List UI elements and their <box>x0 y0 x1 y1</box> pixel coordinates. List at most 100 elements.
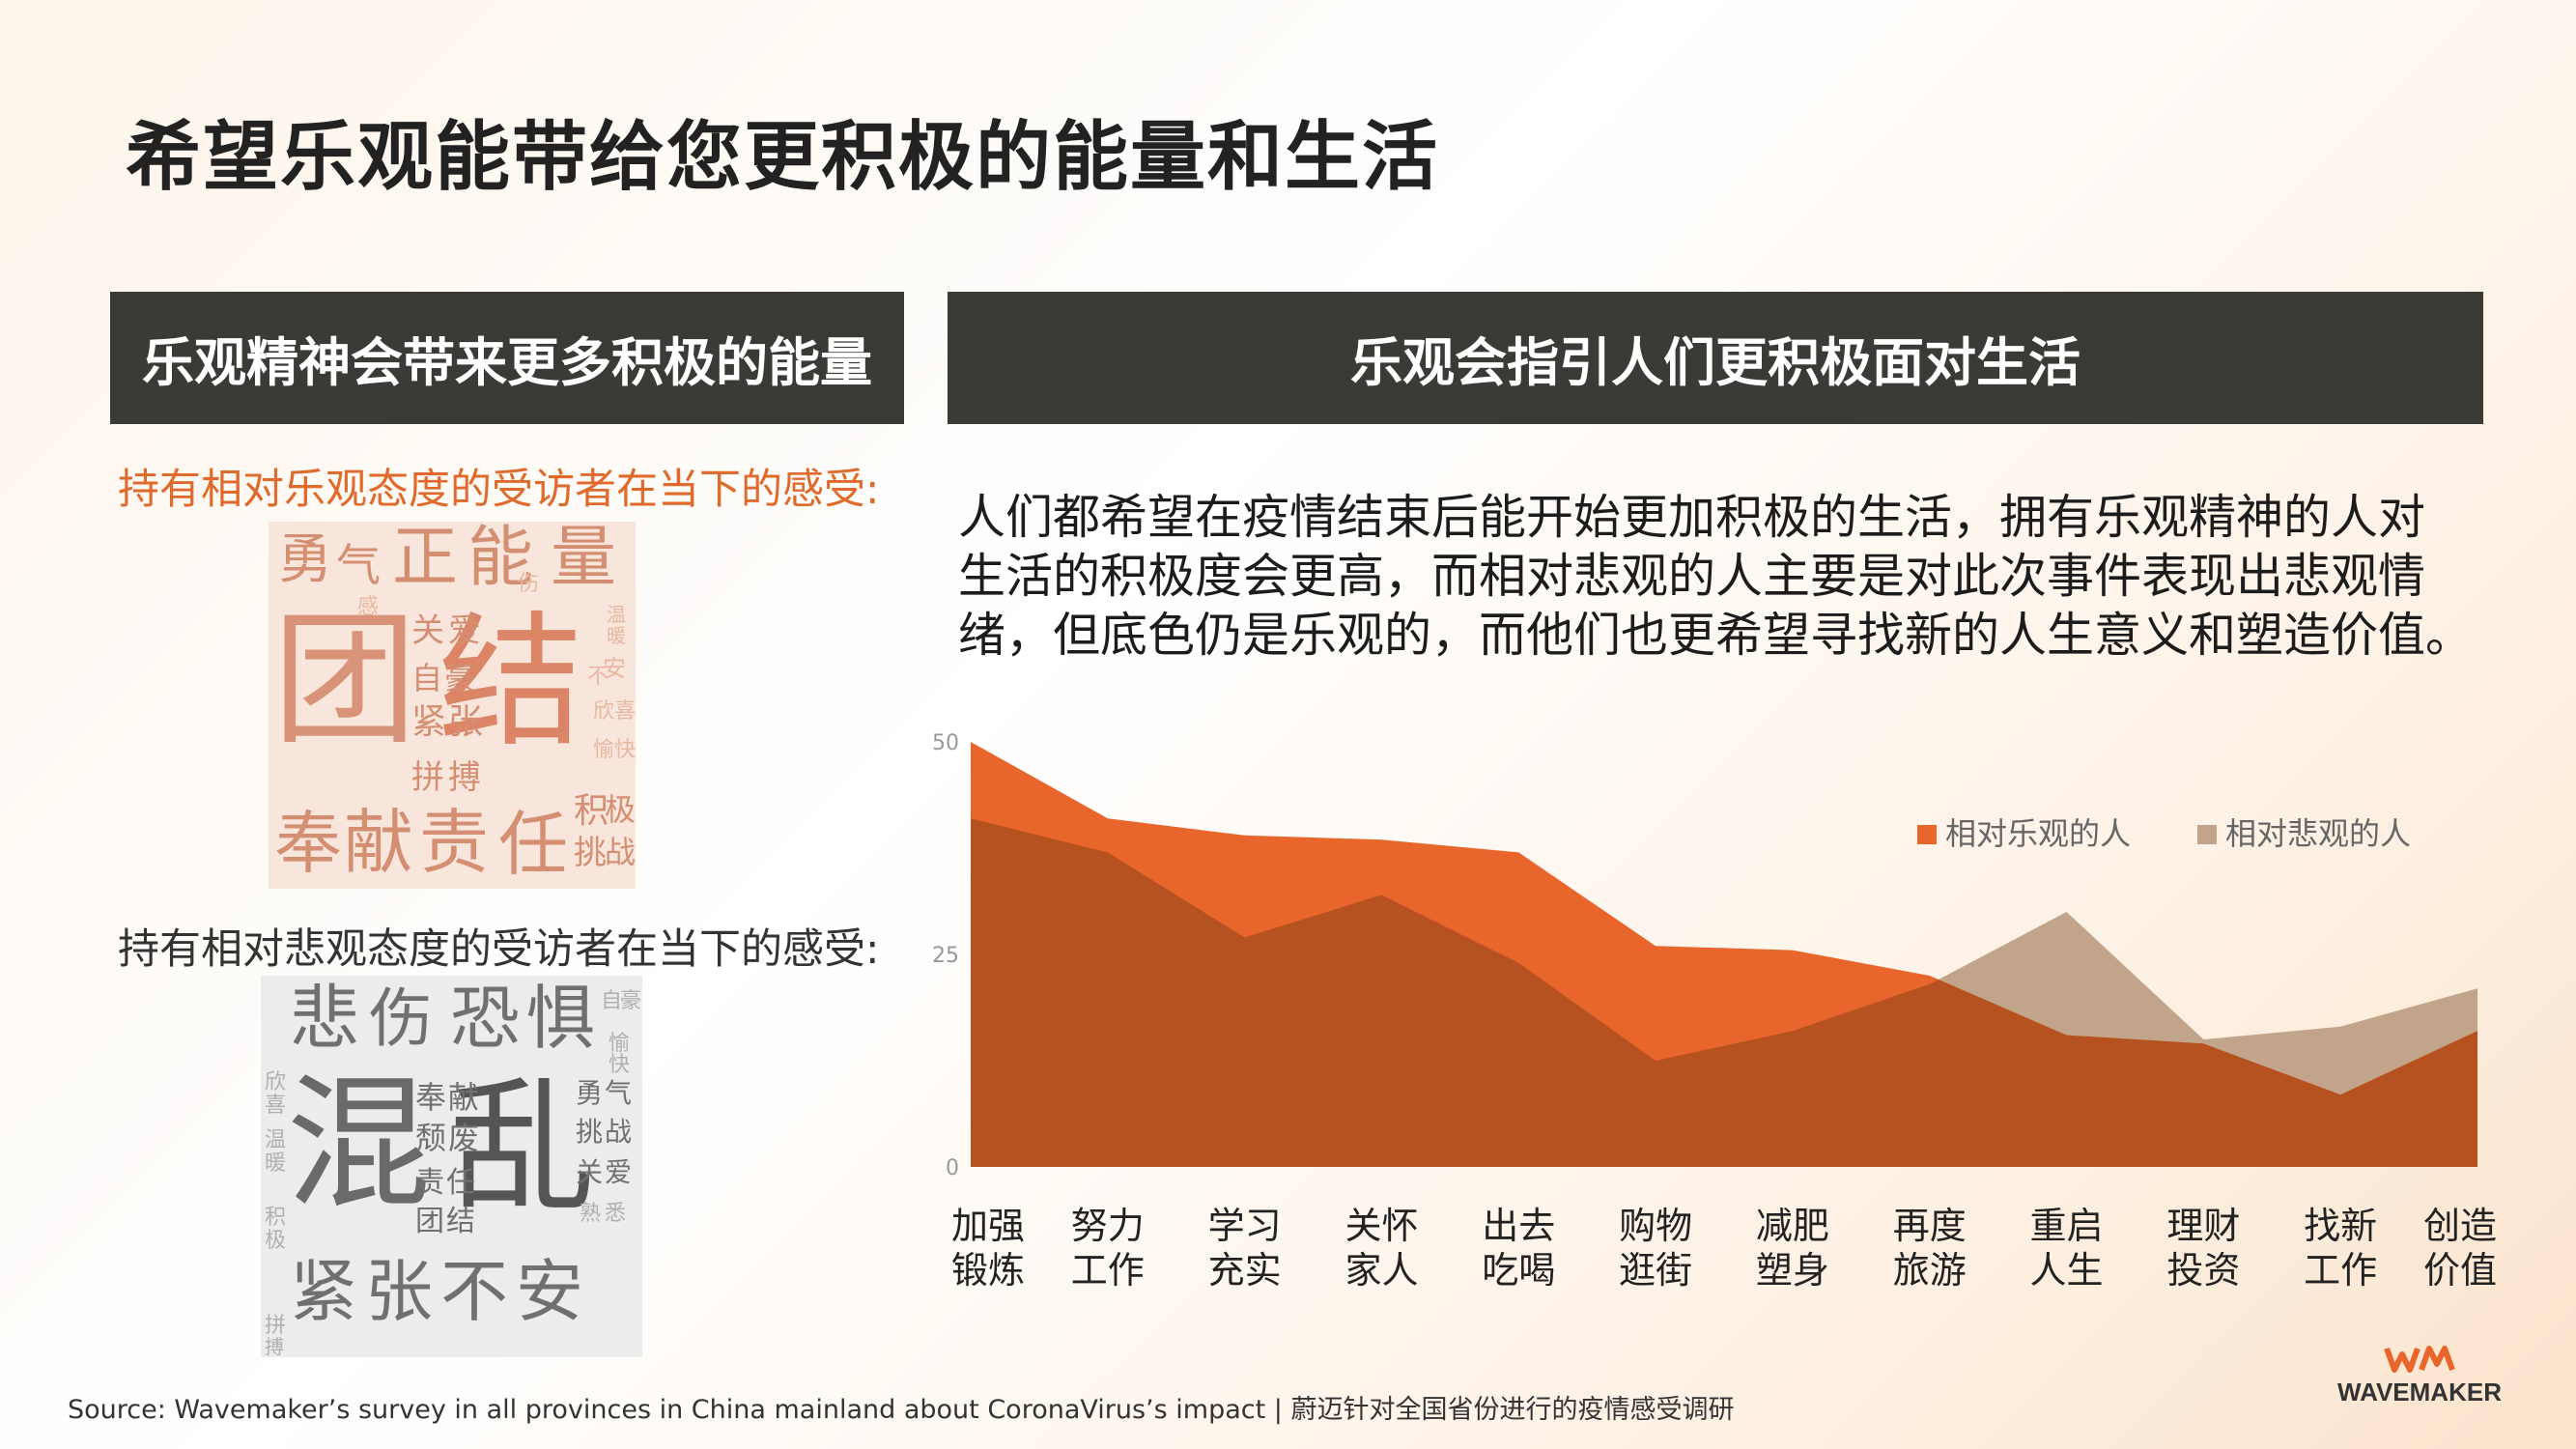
legend-label-pessimist: 相对悲观的人 <box>2225 815 2411 852</box>
x-tick-label: 学习充实 <box>1208 1205 1282 1292</box>
cloud-word: 结 <box>439 599 584 767</box>
cloud-word: 温 <box>607 603 626 626</box>
cloud-word: 奉 <box>415 1079 447 1116</box>
cloud-word: 紧 <box>411 702 447 742</box>
cloud-word: 挑 <box>576 1116 604 1148</box>
cloud-word: 气 <box>605 1077 633 1109</box>
wm-mark-icon <box>2384 1346 2455 1373</box>
cloud-word: 正 <box>392 522 459 596</box>
cloud-word: 关 <box>576 1156 604 1188</box>
cloud-word: 伤 <box>518 572 540 596</box>
cloud-word: 废 <box>448 1120 480 1156</box>
cloud-word: 恐 <box>450 978 521 1059</box>
cloud-word: 责 <box>415 1166 444 1200</box>
y-tick-label: 0 <box>946 1156 959 1180</box>
legend-swatch-optimist <box>1917 825 1937 844</box>
page-title: 希望乐观能带给您更积极的能量和生活 <box>126 114 1440 201</box>
area-chart: 0 25 50 加强锻炼努力工作学习充实关怀家人出去吃喝购物逛街减肥塑身再度旅游重启… <box>932 731 2497 1292</box>
cloud-word: 积 <box>574 791 609 831</box>
cloud-word: 紧 <box>290 1252 357 1331</box>
cloud-word: 惧 <box>525 978 596 1059</box>
cloud-word: 喜 <box>265 1094 287 1118</box>
y-tick-label: 25 <box>932 944 959 968</box>
cloud-word: 欣 <box>593 699 615 724</box>
logo-text: WAVEMAKER <box>2337 1378 2502 1406</box>
x-axis-labels: 加强锻炼努力工作学习充实关怀家人出去吃喝购物逛街减肥塑身再度旅游重启人生理财投资… <box>951 1205 2497 1292</box>
legend-swatch-pessimist <box>2197 825 2217 844</box>
cloud-word: 快 <box>609 1053 631 1077</box>
description-line: 绪，但底色仍是乐观的，而他们也更希望寻找新的人生意义和塑造价值。 <box>958 608 2474 663</box>
cloud-word: 拼 <box>265 1314 287 1338</box>
cloud-word: 极 <box>605 791 636 828</box>
cloud-word: 伤 <box>369 981 433 1056</box>
cloud-word: 献 <box>344 802 414 883</box>
description-text: 人们都希望在疫情结束后能开始更加积极的生活，拥有乐观精神的人对 生活的积极度会更… <box>958 488 2494 665</box>
x-tick-label: 关怀家人 <box>1345 1205 1418 1292</box>
cloud-word: 喜 <box>614 699 636 724</box>
cloud-word: 责 <box>419 802 490 883</box>
cloud-word: 暖 <box>607 624 626 647</box>
x-tick-label: 购物逛街 <box>1619 1205 1692 1292</box>
cloud-word: 乱 <box>450 1065 596 1233</box>
x-tick-label: 加强锻炼 <box>951 1205 1025 1292</box>
cloud-word: 悉 <box>605 1202 627 1226</box>
cloud-word: 极 <box>265 1229 287 1253</box>
cloud-word: 感 <box>357 595 380 619</box>
x-tick-label: 创造价值 <box>2423 1205 2497 1292</box>
cloud-word: 温 <box>265 1128 287 1152</box>
cloud-word: 豪 <box>444 660 476 696</box>
cloud-word: 张 <box>365 1252 433 1331</box>
cloud-word: 愉 <box>609 1032 631 1056</box>
chart-legend: 相对乐观的人 相对悲观的人 <box>1917 815 2411 852</box>
cloud-word: 奉 <box>274 804 342 883</box>
cloud-word: 熟 <box>580 1202 602 1226</box>
cloud-word: 能 <box>467 522 534 596</box>
cloud-word: 任 <box>498 804 569 885</box>
x-tick-label: 减肥塑身 <box>1756 1205 1829 1292</box>
cloud-word: 战 <box>605 834 636 870</box>
cloud-word: 悲 <box>290 978 360 1059</box>
description-line: 生活的积极度会更高，而相对悲观的人主要是对此次事件表现出悲观情 <box>958 549 2426 604</box>
cloud-word: 献 <box>448 1079 480 1116</box>
legend-label-optimist: 相对乐观的人 <box>1945 815 2131 852</box>
cloud-word: 爱 <box>605 1156 633 1188</box>
x-tick-label: 找新工作 <box>2304 1205 2377 1292</box>
cloud-word: 快 <box>614 738 636 762</box>
cloud-word: 战 <box>605 1116 633 1148</box>
cloud-word: 自 <box>601 989 623 1013</box>
cloud-word: 不 <box>587 665 609 689</box>
wavemaker-logo: WAVEMAKER <box>2337 1346 2502 1406</box>
cloud-word: 挑 <box>574 834 607 872</box>
cloud-word: 豪 <box>620 989 642 1013</box>
cloud-word: 团 <box>272 597 418 765</box>
x-tick-label: 重启人生 <box>2030 1205 2104 1292</box>
y-axis-ticks: 0 25 50 <box>932 731 959 1180</box>
cloud-word: 爱 <box>448 611 481 650</box>
cloud-word: 愉 <box>593 738 615 762</box>
cloud-word: 关 <box>411 611 444 650</box>
cloud-word: 量 <box>551 522 617 596</box>
x-tick-label: 再度旅游 <box>1893 1205 1967 1292</box>
optimist-word-cloud: 勇 气 正 能 量 团 结 奉 献 责 任 关 爱 自 豪 紧 张 拼 搏 积 … <box>269 522 636 889</box>
pessimist-word-cloud: 悲 伤 恐 惧 混 乱 紧 张 不 安 奉 献 颓 废 责 任 团 结 勇 气 … <box>261 976 642 1357</box>
cloud-word: 勇 <box>278 528 332 591</box>
x-tick-label: 努力工作 <box>1071 1205 1145 1292</box>
x-tick-label: 理财投资 <box>2166 1205 2240 1292</box>
cloud-word: 暖 <box>265 1151 287 1176</box>
area-overlap <box>971 818 2477 1167</box>
left-section-header: 乐观精神会带来更多积极的能量 <box>110 292 904 424</box>
cloud-word: 任 <box>446 1166 475 1200</box>
cloud-word: 安 <box>603 655 626 682</box>
x-tick-label: 出去吃喝 <box>1482 1205 1555 1292</box>
cloud-word: 不 <box>440 1252 508 1331</box>
source-note: Source: Wavemaker’s survey in all provin… <box>68 1395 1735 1425</box>
cloud-word: 混 <box>286 1061 432 1229</box>
cloud-word: 积 <box>265 1206 287 1230</box>
right-section-header: 乐观会指引人们更积极面对生活 <box>948 292 2483 424</box>
cloud-word: 搏 <box>265 1335 284 1357</box>
cloud-word: 自 <box>411 660 443 696</box>
cloud-word: 欣 <box>265 1070 287 1094</box>
cloud-word: 张 <box>448 702 484 742</box>
cloud-word: 勇 <box>576 1077 604 1109</box>
cloud-word: 搏 <box>448 758 481 797</box>
